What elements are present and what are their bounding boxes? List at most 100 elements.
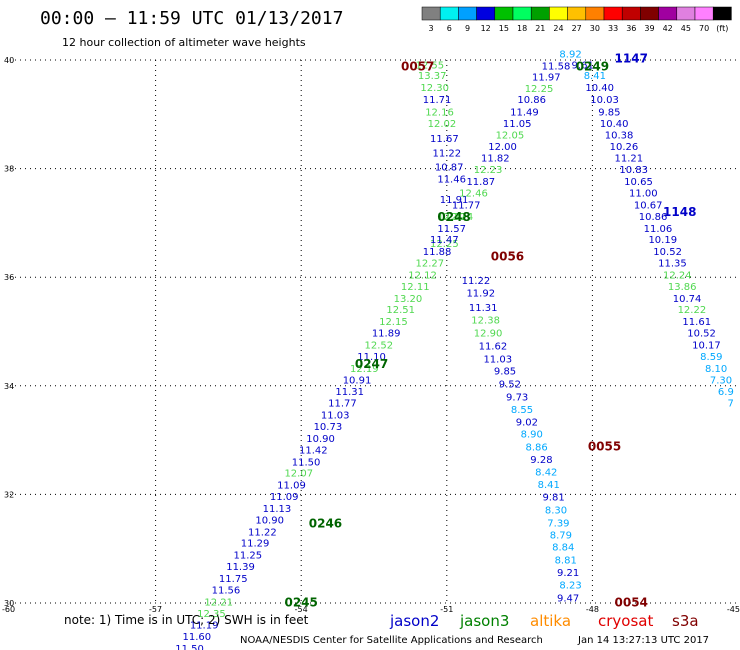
- footer-note: note: 1) Time is in UTC; 2) SWH is in fe…: [64, 613, 309, 627]
- wave-height-value: 9.28: [530, 455, 552, 466]
- wave-height-value: 8.23: [559, 581, 581, 592]
- wave-height-value: 10.38: [605, 130, 634, 141]
- wave-height-value: 11.77: [328, 399, 357, 410]
- colorbar-swatch: [712, 6, 732, 21]
- wave-height-value: 8.81: [555, 556, 577, 567]
- wave-height-value: 11.47: [430, 235, 459, 246]
- pass-label: 0247: [355, 357, 388, 371]
- wave-height-value: 8.55: [511, 405, 533, 416]
- wave-height-value: 11.62: [479, 342, 508, 353]
- wave-height-value: 10.17: [692, 341, 721, 352]
- colorbar-label: 6: [447, 24, 452, 33]
- wave-height-value: 10.87: [435, 162, 464, 173]
- wave-height-value: 10.74: [673, 294, 702, 305]
- wave-height-value: 8.79: [550, 531, 572, 542]
- wave-height-value: 12.00: [488, 142, 517, 153]
- wave-height-value: 11.82: [481, 154, 510, 165]
- axis-tick-labels: 30 32 34 36 38 40 -60 -57 -54 -51 -48 -45: [2, 56, 740, 614]
- wave-height-value: 12.35: [197, 609, 226, 620]
- x-tick-label: -60: [2, 605, 15, 614]
- colorbar-label: 12: [481, 24, 491, 33]
- wave-height-value: 13.86: [668, 282, 697, 293]
- wave-height-value: 11.67: [430, 134, 459, 145]
- pass-label: 0057: [401, 59, 434, 73]
- colorbar-swatch: [476, 6, 496, 21]
- wave-height-value: 11.22: [248, 527, 277, 538]
- wave-height-value: 10.91: [343, 375, 372, 386]
- wave-height-value: 11.05: [503, 119, 532, 130]
- wave-height-value: 11.50: [292, 457, 321, 468]
- colorbar-swatch: [567, 6, 587, 21]
- wave-height-value: 11.50: [175, 644, 204, 650]
- wave-height-value: 11.22: [432, 148, 461, 159]
- colorbar-label: 18: [517, 24, 527, 33]
- wave-height-value: 8.92: [559, 49, 581, 60]
- legend-item-s3a: s3a: [672, 612, 699, 630]
- wave-height-value: 8.86: [525, 443, 547, 454]
- colorbar-label: 3: [429, 24, 434, 33]
- wave-height-value: 11.88: [423, 247, 452, 258]
- wave-height-value: 10.67: [634, 200, 663, 211]
- wave-height-value: 10.40: [600, 119, 629, 130]
- wave-height-value: 12.05: [496, 130, 525, 141]
- colorbar-swatch: [512, 6, 532, 21]
- wave-height-value: 6.9: [718, 387, 734, 398]
- wave-height-value: 10.65: [624, 177, 653, 188]
- wave-height-value: 10.83: [619, 165, 648, 176]
- colorbar-swatch: [640, 6, 659, 21]
- wave-height-value: 12.30: [420, 83, 449, 94]
- wave-height-value: 9.81: [542, 493, 564, 504]
- wave-height-value: 11.60: [183, 632, 212, 643]
- wave-height-value: 10.19: [648, 235, 677, 246]
- pass-label: 0054: [615, 595, 648, 609]
- wave-height-value: 10.26: [610, 142, 639, 153]
- x-tick-label: -45: [727, 605, 740, 614]
- colorbar-swatch: [676, 6, 696, 21]
- colorbar-swatch: [603, 6, 623, 21]
- wave-height-value: 11.61: [682, 317, 711, 328]
- wave-height-value: 12.52: [365, 341, 394, 352]
- wave-height-value: 11.29: [241, 539, 270, 550]
- wave-height-value: 8.41: [584, 71, 606, 82]
- colorbar-label: 9: [465, 24, 470, 33]
- wave-height-value: 12.16: [425, 108, 454, 119]
- wave-height-value: 9.02: [516, 418, 538, 429]
- x-tick-label: -48: [586, 605, 599, 614]
- wave-height-value: 10.86: [517, 95, 546, 106]
- colorbar-label: 27: [572, 24, 582, 33]
- wave-height-value: 12.25: [525, 84, 554, 95]
- wave-height-value: 10.73: [314, 422, 343, 433]
- wave-height-value: 11.09: [270, 492, 299, 503]
- colorbar-swatch: [494, 6, 514, 21]
- colorbar-swatch: [549, 6, 568, 21]
- wave-height-value: 11.75: [219, 574, 248, 585]
- wave-height-value: 12.12: [408, 270, 437, 281]
- wave-height-value: 12.22: [678, 305, 707, 316]
- wave-height-value: 10.52: [687, 329, 716, 340]
- wave-height-value: 12.02: [428, 119, 457, 130]
- pass-label: 1147: [615, 51, 648, 65]
- wave-height-value: 12.19: [350, 364, 379, 375]
- y-tick-label: 36: [4, 273, 14, 282]
- wave-height-value: 11.87: [466, 177, 495, 188]
- wave-height-value: 8.30: [545, 506, 567, 517]
- wave-height-value: 12.11: [401, 282, 430, 293]
- wave-height-value: 12.15: [379, 317, 408, 328]
- wave-height-value: 12.23: [474, 165, 503, 176]
- wave-height-value: 10.52: [653, 247, 682, 258]
- wave-height-value: 11.46: [437, 174, 466, 185]
- colorbar-swatch: [694, 6, 714, 21]
- wave-height-value: 11.35: [658, 259, 687, 270]
- wave-height-value: 11.58: [542, 61, 571, 72]
- colorbar-swatch: [585, 6, 605, 21]
- chart-title: 00:00 – 11:59 UTC 01/13/2017: [40, 8, 343, 29]
- wave-height-value: 11.25: [233, 551, 262, 562]
- wave-height-value: 11.97: [532, 72, 561, 83]
- wave-height-value: 12.07: [284, 469, 313, 480]
- colorbar-label: 45: [681, 24, 691, 33]
- wave-height-value: 11.71: [423, 95, 452, 106]
- wave-height-value: 8.59: [700, 352, 722, 363]
- wave-height-value: 12.38: [471, 316, 500, 327]
- colorbar-label: 30: [590, 24, 600, 33]
